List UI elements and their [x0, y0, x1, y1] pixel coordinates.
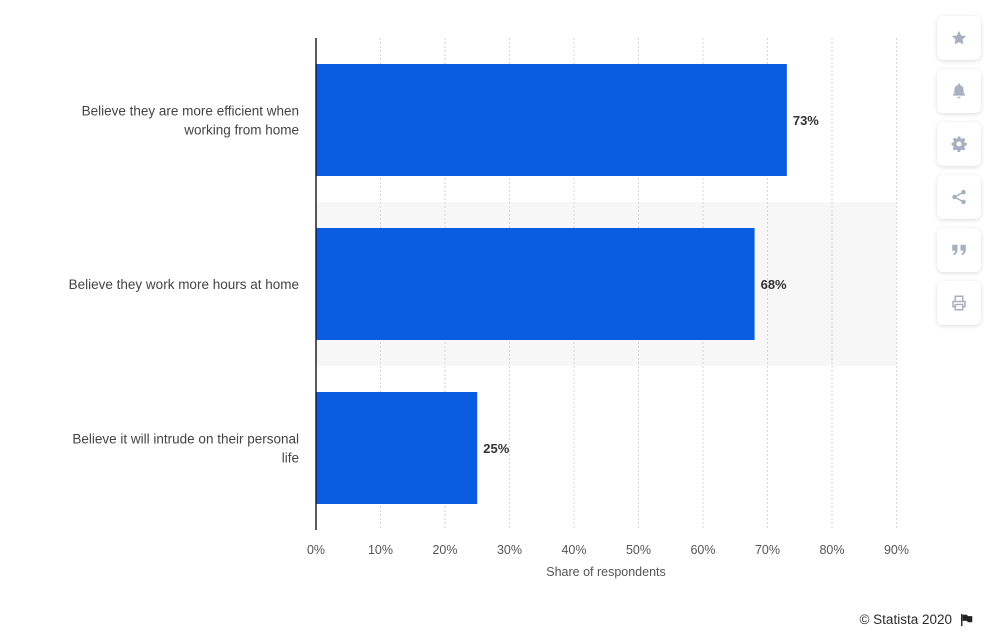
- category-label: Believe they work more hours at home: [69, 277, 299, 292]
- value-labels: 73% 68% 25%: [483, 113, 819, 456]
- bar-chart: Believe they are more efficient when work…: [69, 38, 909, 579]
- data-label: 73%: [793, 113, 819, 128]
- bell-icon: [952, 83, 966, 99]
- bar[interactable]: [316, 64, 787, 176]
- category-label: life: [282, 451, 299, 466]
- quote-icon: [952, 244, 966, 256]
- credit-text[interactable]: © Statista 2020: [859, 612, 952, 627]
- category-labels: Believe they are more efficient when work…: [69, 104, 299, 466]
- x-tick-labels: 0% 10% 20% 30% 40% 50% 60% 70% 80% 90%: [307, 543, 909, 557]
- x-tick-label: 30%: [497, 543, 522, 557]
- x-tick-label: 10%: [368, 543, 393, 557]
- data-label: 25%: [483, 441, 509, 456]
- x-tick-label: 60%: [690, 543, 715, 557]
- x-tick-label: 0%: [307, 543, 325, 557]
- x-tick-label: 70%: [755, 543, 780, 557]
- bar[interactable]: [316, 392, 478, 504]
- category-label: working from home: [183, 123, 299, 138]
- chart-toolbar: [937, 16, 981, 325]
- category-label: Believe they are more efficient when: [82, 104, 299, 119]
- x-axis-title: Share of respondents: [546, 565, 666, 579]
- cite-button[interactable]: [937, 228, 981, 272]
- share-icon: [952, 189, 966, 205]
- settings-button[interactable]: [937, 122, 981, 166]
- data-label: 68%: [761, 277, 787, 292]
- gear-icon: [951, 136, 967, 152]
- category-label: Believe it will intrude on their persona…: [72, 432, 299, 447]
- bars: [316, 64, 787, 504]
- favorite-button[interactable]: [937, 16, 981, 60]
- bar[interactable]: [316, 228, 755, 340]
- share-button[interactable]: [937, 175, 981, 219]
- x-tick-label: 80%: [819, 543, 844, 557]
- notification-button[interactable]: [937, 69, 981, 113]
- print-button[interactable]: [937, 281, 981, 325]
- x-tick-label: 20%: [432, 543, 457, 557]
- x-tick-label: 40%: [561, 543, 586, 557]
- printer-icon: [952, 295, 966, 311]
- source-credit: © Statista 2020: [859, 612, 974, 627]
- flag-icon[interactable]: [960, 613, 974, 627]
- star-icon: [951, 30, 967, 45]
- x-tick-label: 50%: [626, 543, 651, 557]
- x-tick-label: 90%: [884, 543, 909, 557]
